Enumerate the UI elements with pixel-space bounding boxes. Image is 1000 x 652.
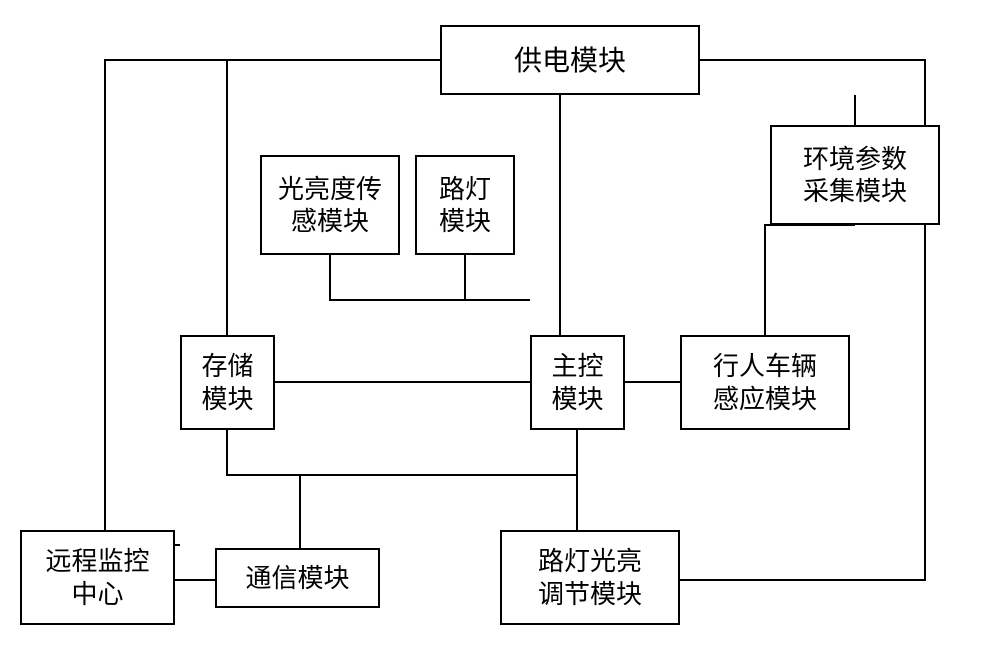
node-power: 供电模块	[440, 25, 700, 95]
edge	[105, 60, 440, 545]
diagram-canvas: 供电模块环境参数 采集模块 光亮度传 感模块路灯 模块存储 模块 主控 模块行人车辆…	[0, 0, 1000, 652]
node-env: 环境参数 采集模块	[770, 125, 940, 225]
node-comm: 通信模块	[215, 548, 380, 608]
node-pedestrian: 行人车辆 感应模块	[680, 335, 850, 430]
node-brightness: 光亮度传 感模块	[260, 155, 400, 255]
edge	[765, 225, 855, 335]
node-adjust: 路灯光亮 调节模块	[500, 530, 680, 625]
node-storage: 存储 模块	[180, 335, 275, 430]
edge	[227, 430, 577, 475]
node-remote: 远程监控 中心	[20, 530, 175, 625]
node-lamp: 路灯 模块	[415, 155, 515, 255]
node-main: 主控 模块	[530, 335, 625, 430]
edge	[330, 255, 530, 300]
